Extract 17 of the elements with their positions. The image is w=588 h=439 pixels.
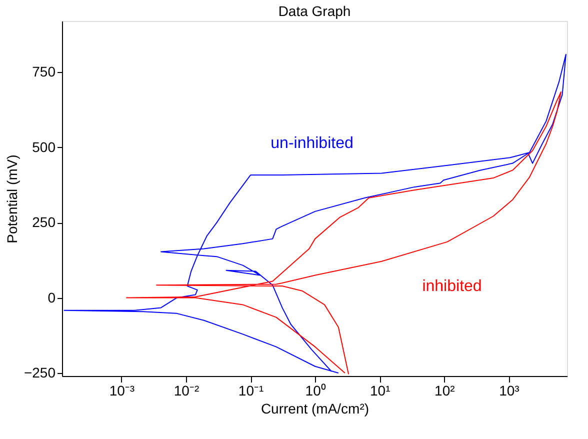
x-tick-label: 10⁰ (305, 382, 326, 398)
series-label: un-inhibited (270, 135, 354, 152)
y-axis-title: Potential (mV) (4, 154, 20, 244)
y-tick-label: 250 (32, 214, 56, 230)
series-label: inhibited (422, 278, 482, 295)
x-tick-label: 10³ (499, 382, 520, 398)
y-tick-label: −250 (24, 364, 56, 380)
x-tick-label: 10² (434, 382, 456, 398)
x-axis-title: Current (mA/cm²) (260, 400, 370, 416)
y-tick-label: 0 (48, 289, 56, 306)
y-tick-label: 500 (32, 138, 56, 155)
chart-title: Data Graph (278, 3, 351, 19)
x-tick-label: 10⁻² (174, 382, 200, 398)
x-tick-label: 10⁻¹ (238, 382, 264, 398)
y-tick-label: 750 (32, 64, 56, 80)
x-tick-label: 10⁻³ (109, 382, 135, 398)
x-tick-label: 10¹ (370, 382, 391, 398)
